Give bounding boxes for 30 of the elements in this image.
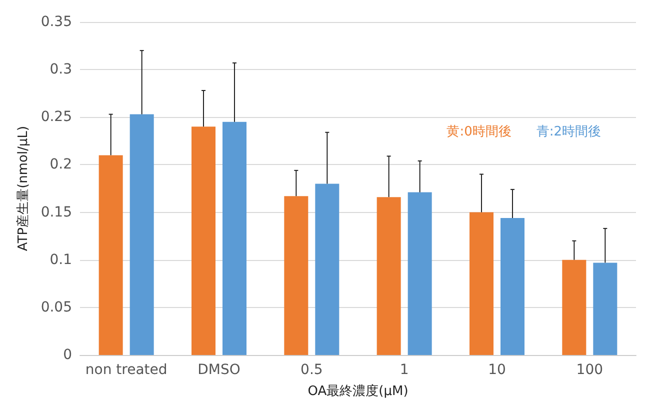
x-tick-label: 10 xyxy=(488,362,506,378)
y-tick-label: 0.2 xyxy=(50,156,72,173)
bar xyxy=(222,122,246,355)
y-tick-label: 0.05 xyxy=(40,299,72,316)
y-tick-label: 0.35 xyxy=(40,14,72,30)
y-tick-label: 0.25 xyxy=(40,109,72,126)
text: 黄:0時間後 xyxy=(446,124,512,140)
y-tick-label: 0 xyxy=(63,347,72,363)
bar xyxy=(376,197,401,355)
bar xyxy=(500,218,524,355)
y-axis-title: ATP産生量(nmol/μL) xyxy=(14,126,31,252)
bar xyxy=(562,260,586,355)
x-tick-label: DMSO xyxy=(198,362,240,378)
x-axis-title: OA最終濃度(μM) xyxy=(308,383,408,399)
bar xyxy=(408,192,432,355)
x-tick-label: 100 xyxy=(576,362,604,378)
text: 青:2時間後 xyxy=(536,124,602,140)
bar xyxy=(192,126,216,355)
bar xyxy=(315,184,340,355)
bar xyxy=(130,114,154,355)
bar xyxy=(470,212,494,355)
x-tick-label: non treated xyxy=(85,362,168,378)
x-tick-label: 0.5 xyxy=(300,362,323,378)
bar xyxy=(98,155,123,355)
x-tick-label: 1 xyxy=(400,362,409,378)
bar xyxy=(593,262,618,355)
y-tick-label: 0.3 xyxy=(50,62,72,78)
bar xyxy=(284,196,308,355)
y-tick-label: 0.15 xyxy=(40,204,72,220)
y-tick-label: 0.1 xyxy=(50,252,72,268)
